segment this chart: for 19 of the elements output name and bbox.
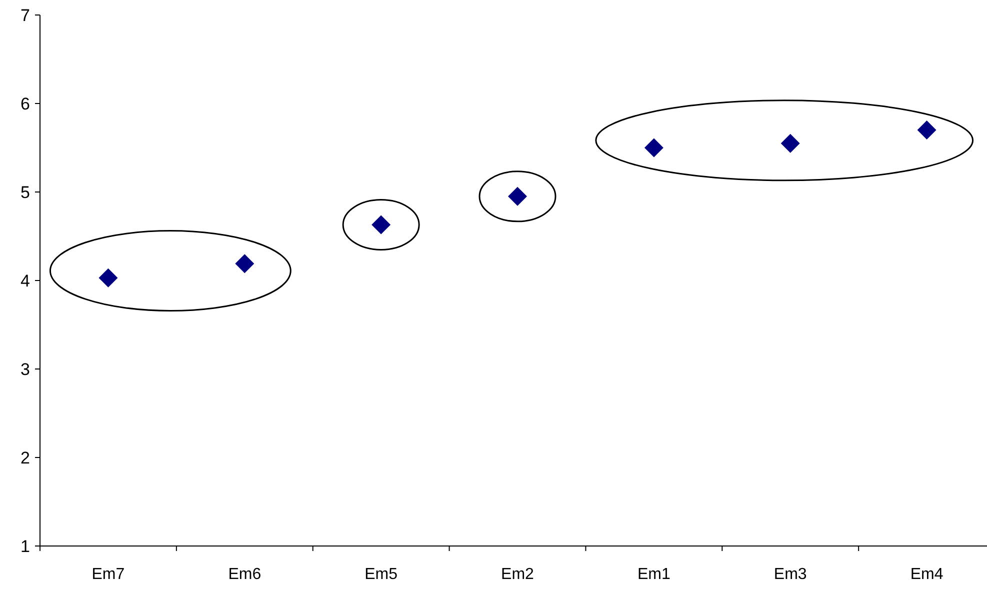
x-tick-label: Em1 <box>637 566 670 583</box>
y-tick-label: 6 <box>20 94 30 114</box>
point <box>644 138 664 158</box>
point <box>235 254 254 274</box>
y-tick-label: 1 <box>20 536 30 556</box>
x-tick-label: Em5 <box>364 566 398 583</box>
x-tick-label: Em3 <box>774 566 807 583</box>
x-tick-label: Em4 <box>910 566 944 583</box>
x-tick-label: Em6 <box>228 566 262 583</box>
x-tick-label: Em7 <box>92 566 125 583</box>
point <box>780 134 800 153</box>
y-tick-label: 7 <box>20 6 30 25</box>
y-tick-label: 5 <box>20 182 30 202</box>
y-tick-label: 4 <box>20 271 30 290</box>
point <box>98 268 118 288</box>
y-tick-label: 2 <box>20 448 30 468</box>
x-tick-label: Em2 <box>501 566 534 583</box>
y-tick-label: 3 <box>20 360 30 379</box>
point <box>917 120 936 140</box>
